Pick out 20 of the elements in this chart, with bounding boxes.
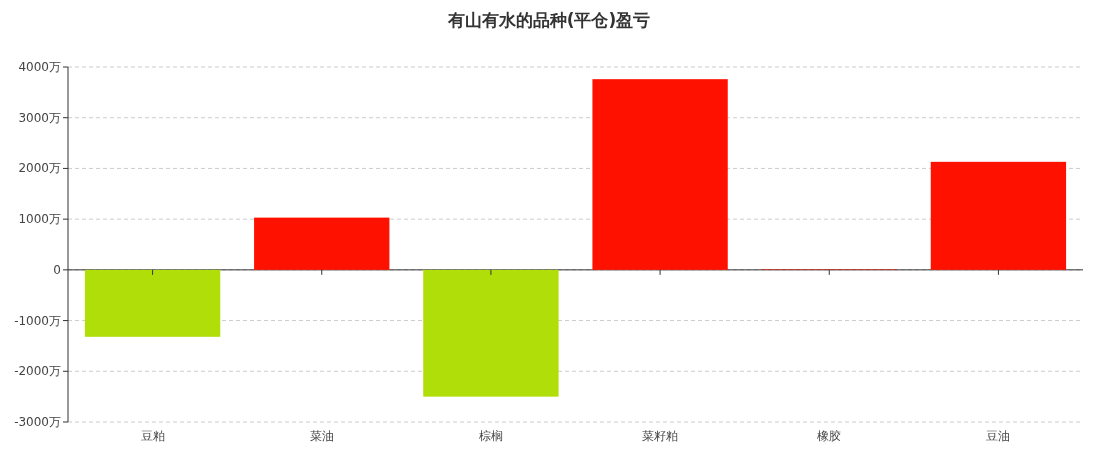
x-tick-label: 棕榈 <box>478 429 503 443</box>
x-tick-label: 豆油 <box>986 429 1011 443</box>
y-tick-label: -2000万 <box>14 364 61 379</box>
y-tick-label: -3000万 <box>14 415 61 429</box>
x-tick-label: 橡胶 <box>817 429 842 443</box>
y-tick-label: 1000万 <box>18 212 61 227</box>
y-tick-label: 4000万 <box>18 60 61 74</box>
y-tick-label: 0 <box>53 262 61 277</box>
y-tick-label: 2000万 <box>18 161 61 176</box>
bar <box>84 269 221 337</box>
x-tick-label: 菜籽粕 <box>642 429 679 443</box>
bar <box>930 161 1067 270</box>
bar <box>254 217 390 270</box>
x-tick-label: 菜油 <box>309 429 334 443</box>
y-tick-label: -1000万 <box>14 313 61 328</box>
bar <box>423 269 559 397</box>
bar <box>592 79 728 270</box>
chart-title: 有山有水的品种(平仓)盈亏 <box>446 10 651 30</box>
y-tick-label: 3000万 <box>18 110 61 125</box>
x-tick-label: 豆粕 <box>140 429 165 443</box>
